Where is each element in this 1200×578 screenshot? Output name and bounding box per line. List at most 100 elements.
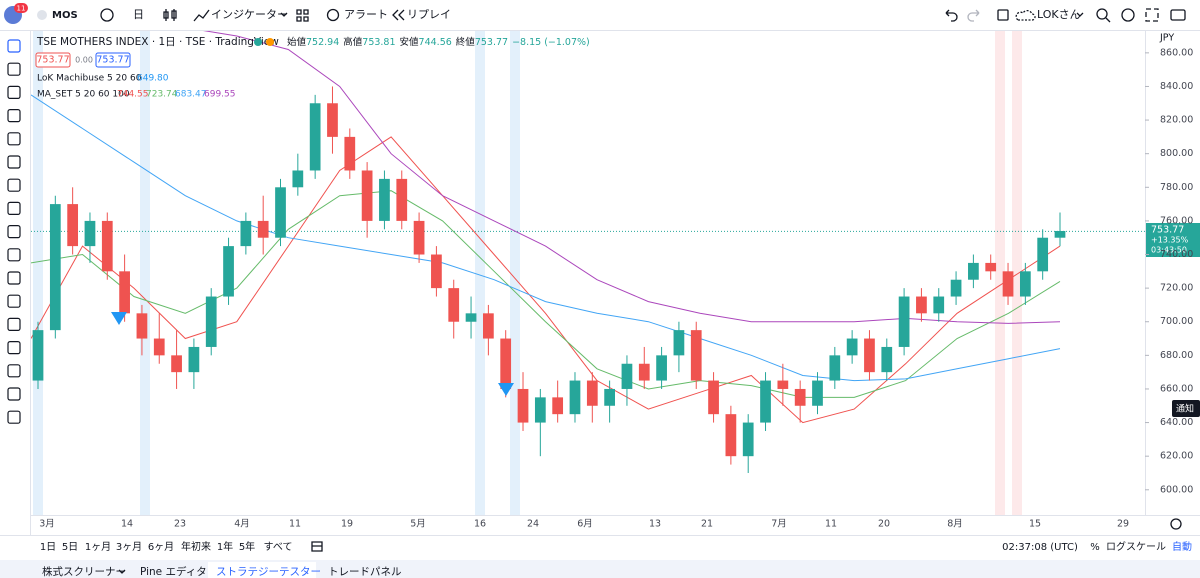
- candle-body: [171, 355, 182, 373]
- candle-body: [534, 397, 546, 423]
- tool-icon[interactable]: [7, 39, 21, 53]
- candle-body: [396, 178, 408, 221]
- ohlc-label: 終値: [456, 36, 476, 48]
- tool-icon[interactable]: [7, 62, 21, 76]
- notice[interactable]: 通知: [1176, 403, 1194, 415]
- candle-body: [205, 296, 217, 347]
- candle-body: [275, 187, 286, 238]
- snapshot[interactable]: [1170, 9, 1186, 21]
- tool-icon[interactable]: [7, 132, 21, 146]
- cloud-icon: [1015, 9, 1036, 21]
- ohlc-label: 安値: [400, 36, 420, 48]
- layout-icon[interactable]: [296, 9, 309, 22]
- tool-icon[interactable]: [7, 108, 21, 123]
- indicator-icon[interactable]: [193, 9, 210, 22]
- x-tick-label: 23: [174, 519, 186, 530]
- ma-value: 699.55: [204, 90, 236, 100]
- tab[interactable]: トレードパネル: [328, 566, 402, 578]
- chevron: [118, 569, 126, 574]
- range-button[interactable]: 5年: [239, 540, 255, 553]
- settings[interactable]: [1121, 8, 1135, 22]
- tab[interactable]: 株式スクリーナー: [42, 565, 126, 578]
- tool-icon[interactable]: [7, 201, 21, 215]
- indicators[interactable]: インジケーター: [211, 8, 288, 21]
- candle-body: [188, 346, 200, 373]
- tool-icon[interactable]: [7, 317, 21, 331]
- alert[interactable]: アラート: [344, 8, 388, 21]
- interval[interactable]: 日: [133, 8, 144, 21]
- y-tick-label: 720.00: [1160, 283, 1193, 294]
- candle-body: [119, 271, 130, 314]
- tool-icon[interactable]: [7, 294, 21, 308]
- range-button[interactable]: すべて: [264, 541, 293, 553]
- fullscreen[interactable]: [1145, 8, 1159, 22]
- notice-tag[interactable]: [1172, 400, 1200, 417]
- tool-icon[interactable]: [7, 341, 21, 355]
- axis-settings[interactable]: [1170, 518, 1182, 530]
- date-range-icon[interactable]: [311, 541, 323, 552]
- y-tick-label: 600.00: [1160, 484, 1193, 495]
- currency: JPY: [1159, 33, 1174, 44]
- active-tab: [208, 562, 316, 578]
- tab[interactable]: Pine エディタ: [140, 565, 207, 578]
- candle-body: [794, 388, 806, 406]
- symbol-icon: [37, 10, 47, 20]
- y-tick-label: 840.00: [1160, 81, 1193, 92]
- tool-icon[interactable]: [7, 155, 21, 169]
- range-button[interactable]: 1日: [40, 542, 56, 553]
- candle-body: [49, 204, 61, 331]
- box-value: 753.77: [36, 55, 69, 66]
- auto-scale[interactable]: 自動: [1172, 540, 1192, 553]
- candle-body: [309, 103, 321, 171]
- band: [1012, 31, 1022, 515]
- x-tick-label: 19: [341, 519, 353, 530]
- ohlc-value: 753.77: [475, 37, 508, 48]
- user[interactable]: LOKさん: [1037, 8, 1081, 21]
- range-button[interactable]: 5日: [62, 542, 78, 553]
- band: [510, 31, 520, 515]
- redo[interactable]: [967, 9, 980, 22]
- add-icon[interactable]: [100, 8, 114, 22]
- range-button[interactable]: 6ヶ月: [148, 541, 174, 553]
- ma-value: 683.47: [175, 90, 207, 100]
- range-button[interactable]: 年初来: [181, 540, 211, 553]
- tool-icon[interactable]: [7, 248, 21, 262]
- candle-body: [1054, 230, 1066, 238]
- tool-icon[interactable]: [7, 225, 21, 239]
- alert-icon[interactable]: [326, 8, 340, 22]
- tool-icon[interactable]: [7, 387, 21, 401]
- tool-icon[interactable]: [7, 364, 21, 378]
- checkbox[interactable]: [997, 9, 1009, 21]
- status-dot: [254, 38, 262, 46]
- candle-body: [517, 388, 529, 423]
- tool-icon[interactable]: [7, 271, 21, 285]
- y-tick-label: 680.00: [1160, 350, 1193, 361]
- tab[interactable]: ストラテジーテスター: [216, 566, 321, 578]
- symbol[interactable]: MOS: [52, 10, 78, 21]
- ohlc-value: 752.94: [306, 37, 339, 48]
- range-button[interactable]: 3ヶ月: [116, 541, 142, 553]
- tool-icon[interactable]: [7, 410, 21, 424]
- percent[interactable]: %: [1090, 542, 1100, 553]
- candle-body: [136, 313, 148, 339]
- undo[interactable]: [945, 9, 958, 22]
- log-scale[interactable]: ログスケール: [1106, 540, 1166, 553]
- replay[interactable]: リプレイ: [407, 8, 451, 21]
- x-tick-label: 4月: [234, 519, 250, 530]
- tool-icon[interactable]: [7, 178, 21, 192]
- candle-body: [621, 363, 633, 389]
- ohlc: 始値752.94 高値753.81 安値744.56 終値753.77 −8.15 (−…: [287, 36, 590, 48]
- x-tick-label: 11: [825, 519, 837, 530]
- ohlc-value: 744.56: [419, 37, 452, 48]
- candle-body: [101, 220, 113, 272]
- range-button[interactable]: 1ヶ月: [85, 541, 111, 553]
- chart-type-icon[interactable]: [163, 9, 177, 21]
- tool-icon[interactable]: [7, 85, 21, 100]
- candle-body: [327, 103, 338, 137]
- candle-body: [431, 254, 442, 289]
- search[interactable]: [1096, 8, 1108, 20]
- range-button[interactable]: 1年: [217, 540, 233, 553]
- clock: 02:37:08 (UTC): [1002, 542, 1078, 553]
- replay-icon[interactable]: [392, 9, 405, 21]
- band: [995, 31, 1005, 515]
